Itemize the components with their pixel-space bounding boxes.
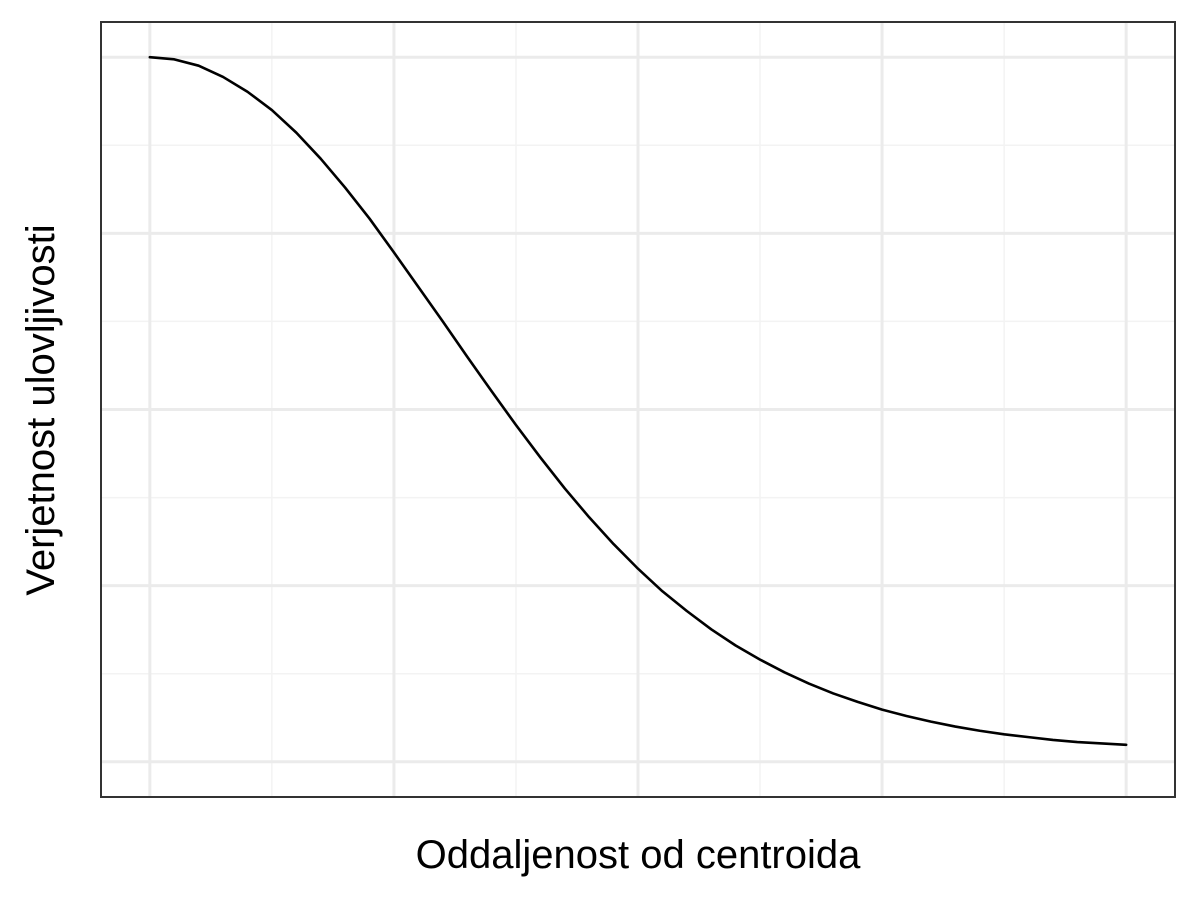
major-gridlines (101, 22, 1175, 797)
curve-line (148, 55, 1128, 747)
y-axis-title: Verjetnost ulovljivosti (19, 224, 63, 596)
x-axis-title: Oddaljenost od centroida (415, 833, 861, 877)
panel-border (100, 21, 1176, 798)
